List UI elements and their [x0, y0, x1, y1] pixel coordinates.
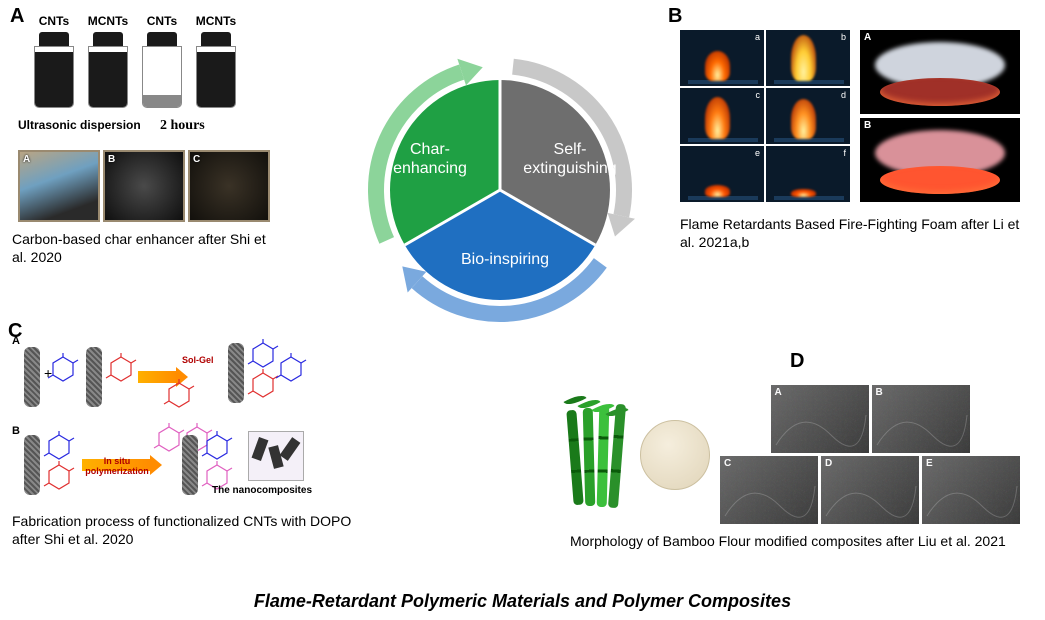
vial: CNTs: [30, 32, 78, 112]
panel-b-foam-stack: A B: [860, 30, 1020, 206]
panel-d-caption: Morphology of Bamboo Flour modified comp…: [570, 532, 1010, 550]
sem-tile: E: [922, 456, 1020, 524]
flame-tile: e: [680, 146, 764, 202]
vial: MCNTs: [192, 32, 240, 112]
panel-d-bamboo: [570, 400, 640, 510]
vial: MCNTs: [84, 32, 132, 112]
panel-a-sub1: Ultrasonic dispersion: [18, 118, 141, 132]
sem-tile: D: [821, 456, 919, 524]
char-tile: A: [18, 150, 100, 222]
char-tile: B: [103, 150, 185, 222]
char-tile: C: [188, 150, 270, 222]
cycle-label-1: Self-extinguishing: [515, 140, 625, 178]
panel-a-sub2: 2 hours: [160, 118, 205, 134]
flame-tile: c: [680, 88, 764, 144]
panel-label-d: D: [790, 350, 804, 373]
vial-label: MCNTs: [84, 14, 132, 28]
foam-tile: B: [860, 118, 1020, 202]
vial-label: MCNTs: [192, 14, 240, 28]
sem-tile: A: [771, 385, 869, 453]
sem-tile: B: [872, 385, 970, 453]
panel-d-sem-grid: A B C D E: [720, 385, 1020, 527]
foam-tile: A: [860, 30, 1020, 114]
cycle-diagram: Char-enhancing Self-extinguishing Bio-in…: [355, 45, 645, 335]
panel-d-flour-circle: [640, 420, 710, 490]
figure-footer: Flame-Retardant Polymeric Materials and …: [0, 591, 1045, 612]
panel-label-a: A: [10, 5, 24, 28]
flame-tile: f: [766, 146, 850, 202]
sem-tile: C: [720, 456, 818, 524]
panel-c-scheme: AB + Sol-Gel In situ polymerization: [12, 335, 322, 505]
panel-label-b: B: [668, 5, 682, 28]
panel-a-caption: Carbon-based char enhancer after Shi et …: [12, 230, 282, 266]
flame-tile: a: [680, 30, 764, 86]
panel-a-char-grid: ABC: [18, 150, 270, 222]
cycle-label-2: Bio-inspiring: [450, 250, 560, 269]
flame-tile: d: [766, 88, 850, 144]
vial: CNTs: [138, 32, 186, 112]
vial-label: CNTs: [138, 14, 186, 28]
panel-a-vials: CNTs MCNTs CNTs MCNTs: [30, 32, 240, 112]
panel-b-flame-grid: a b c d e f: [680, 30, 850, 202]
panel-c-caption: Fabrication process of functionalized CN…: [12, 512, 352, 548]
cycle-svg: [355, 45, 645, 335]
panel-b-caption: Flame Retardants Based Fire-Fighting Foa…: [680, 215, 1020, 251]
vial-label: CNTs: [30, 14, 78, 28]
flame-tile: b: [766, 30, 850, 86]
cycle-label-0: Char-enhancing: [385, 140, 475, 178]
